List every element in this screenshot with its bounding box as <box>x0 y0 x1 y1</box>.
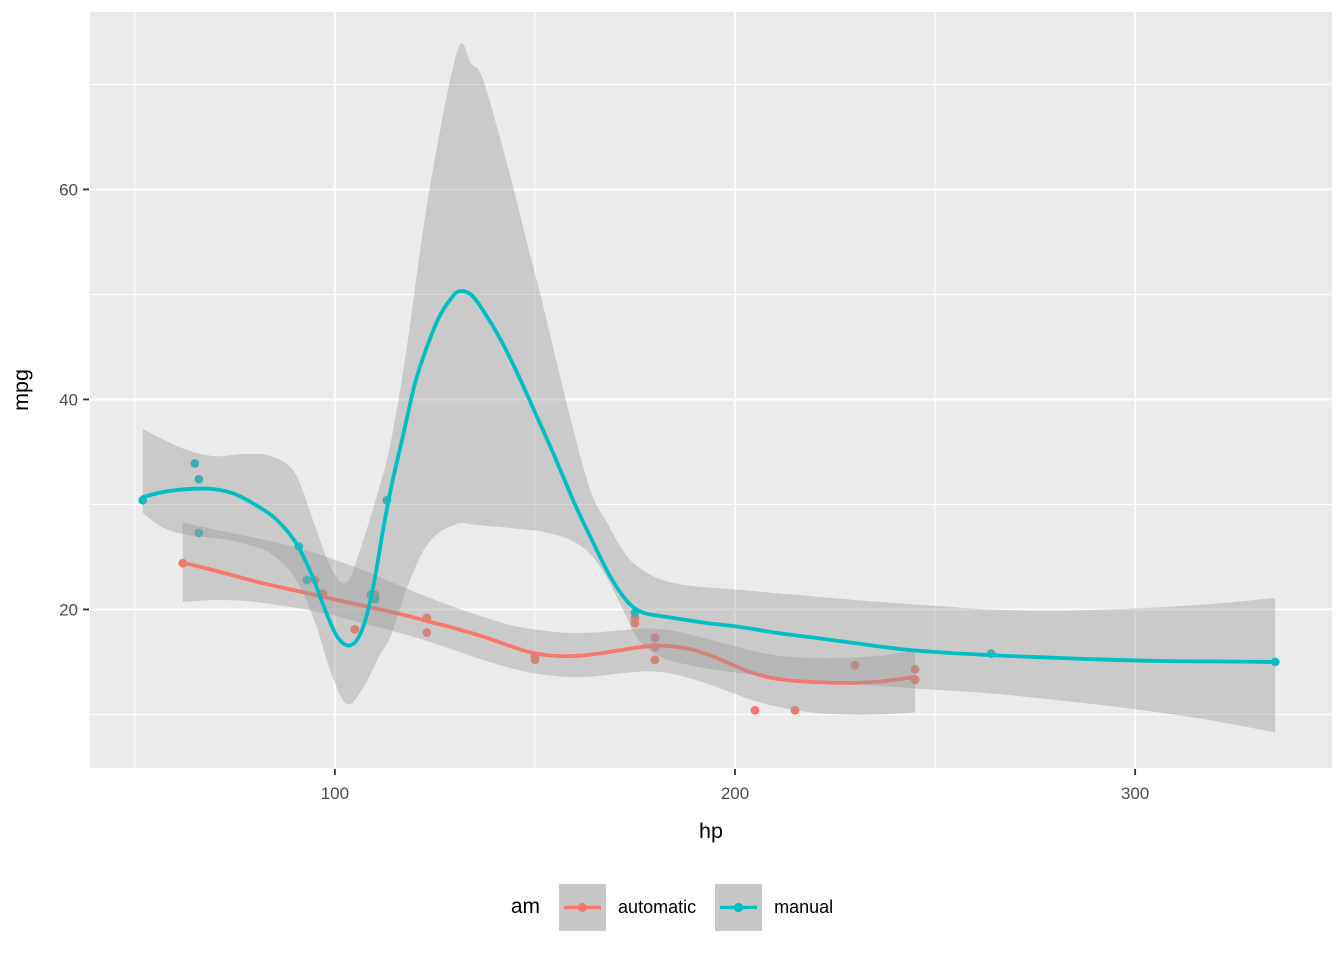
data-point-manual[interactable] <box>302 575 312 585</box>
legend-label-manual: manual <box>774 896 834 917</box>
data-point-automatic[interactable] <box>910 664 920 674</box>
data-point-manual[interactable] <box>190 459 200 468</box>
legend-entry-automatic[interactable]: automatic <box>559 883 697 931</box>
smooth-line-automatic <box>180 560 917 685</box>
y-axis-title: mpg <box>9 369 33 411</box>
gridlines <box>90 12 1332 768</box>
legend-key-glyph-manual <box>720 902 758 912</box>
x-tick-label: 100 <box>321 784 349 803</box>
data-point-automatic[interactable] <box>350 625 360 634</box>
legend-title: am <box>510 895 541 918</box>
y-tick-label: 20 <box>59 600 78 619</box>
axis-tick-labels: 100 200 300 20 40 60 <box>59 180 1149 803</box>
data-point-automatic[interactable] <box>850 660 860 670</box>
legend-label-automatic: automatic <box>618 896 697 917</box>
data-point-automatic[interactable] <box>422 628 432 637</box>
confidence-ribbon-automatic <box>182 522 916 715</box>
data-layer <box>138 43 1280 733</box>
legend: am automatic manual <box>0 880 1344 934</box>
x-tick-label: 200 <box>721 784 749 803</box>
x-axis-title: hp <box>699 819 723 843</box>
mpg-vs-hp-plot: 100 200 300 20 40 60 hp mpg <box>9 12 1332 843</box>
data-point-manual[interactable] <box>194 474 204 484</box>
axis-ticks <box>83 188 1137 775</box>
data-point-manual[interactable] <box>194 528 204 538</box>
data-point-automatic[interactable] <box>650 655 660 665</box>
x-tick-label: 300 <box>1121 784 1149 803</box>
data-point-automatic[interactable] <box>750 705 760 715</box>
panel-background <box>90 12 1332 768</box>
legend-entry-manual[interactable]: manual <box>715 883 834 931</box>
legend-key-manual <box>715 883 763 931</box>
confidence-ribbon-manual <box>142 43 1276 733</box>
data-point-automatic[interactable] <box>790 705 800 715</box>
y-tick-label: 60 <box>59 180 78 199</box>
legend-key-glyph-automatic <box>564 902 602 912</box>
y-tick-label: 40 <box>59 390 78 409</box>
data-point-automatic[interactable] <box>650 633 660 643</box>
legend-key-automatic <box>559 883 607 931</box>
smooth-line-manual <box>140 289 1278 664</box>
data-point-automatic[interactable] <box>530 655 540 665</box>
